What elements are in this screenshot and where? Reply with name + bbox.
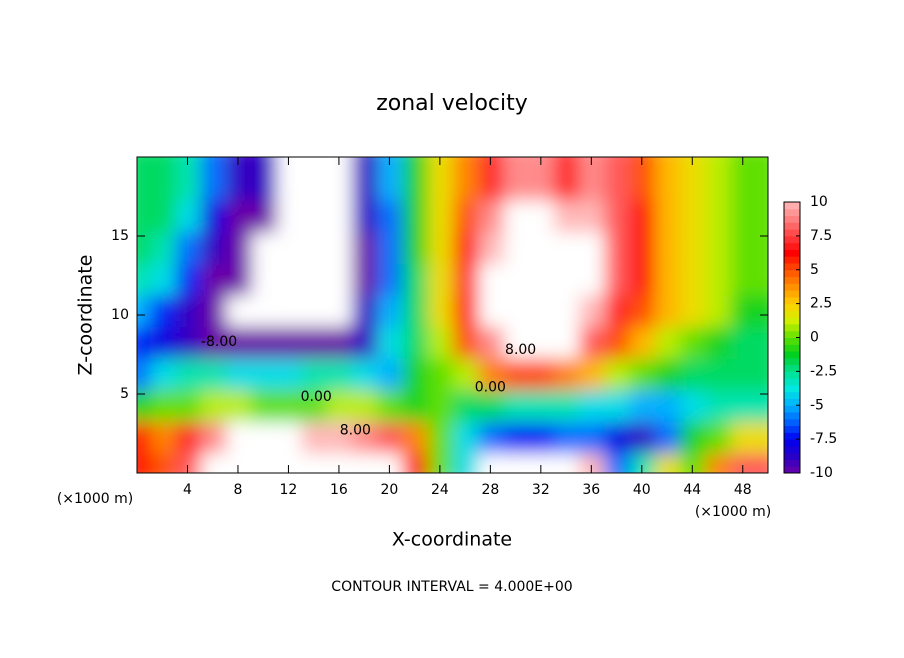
colorbar-segment [784, 371, 800, 379]
colorbar-segment [784, 208, 800, 217]
contour-label: 0.00 [475, 380, 506, 396]
colorbar-segment [784, 249, 800, 257]
colorbar-tick-label: 5 [810, 262, 819, 278]
colorbar-segment [784, 364, 800, 372]
contour-label: 8.00 [340, 422, 371, 438]
x-tick-label: 48 [734, 482, 752, 498]
x-tick-label: 28 [481, 482, 499, 498]
x-tick-label: 24 [431, 482, 449, 498]
colorbar-segment [784, 405, 800, 413]
colorbar-segment [784, 310, 800, 318]
colorbar-segment [784, 235, 800, 244]
colorbar-segment [784, 256, 800, 264]
contour-label: 0.00 [301, 389, 332, 405]
colorbar-segment [784, 330, 800, 338]
colorbar-segment [784, 303, 800, 311]
colorbar-segment [784, 242, 800, 250]
colorbar-segment [784, 222, 800, 230]
x-tick-label: 44 [683, 482, 701, 498]
colorbar-tick-label: -10 [810, 465, 833, 481]
colorbar-segment [784, 378, 800, 386]
colorbar-segment [784, 391, 800, 399]
x-tick-label: 36 [582, 482, 600, 498]
axis-unit: (×1000 m) [695, 504, 771, 520]
colorbar-segment [784, 202, 800, 210]
colorbar-segment [784, 276, 800, 284]
colorbar-segment [784, 398, 800, 406]
x-tick-label: 4 [183, 482, 192, 498]
contour-label: -8.00 [201, 334, 237, 350]
x-tick-label: 40 [633, 482, 651, 498]
chart-title: zonal velocity [376, 91, 528, 116]
colorbar-segment [784, 262, 800, 271]
x-tick-label: 32 [532, 482, 550, 498]
colorbar-segment [784, 459, 800, 467]
field-cell [730, 157, 768, 201]
field [137, 157, 768, 473]
colorbar-segment [784, 215, 800, 223]
y-axis-label: Z-coordinate [75, 255, 97, 376]
colorbar-segment [784, 357, 800, 366]
colorbar-segment [784, 452, 800, 460]
contour-label: 8.00 [505, 342, 536, 358]
colorbar-segment [784, 337, 800, 345]
colorbar-segment [784, 351, 800, 359]
x-tick-label: 16 [330, 482, 348, 498]
colorbar-tick-label: -7.5 [810, 431, 837, 447]
x-tick-label: 20 [380, 482, 398, 498]
colorbar-segment [784, 445, 800, 454]
colorbar-segment [784, 323, 800, 332]
x-tick-label: 8 [233, 482, 242, 498]
colorbar-segment [784, 290, 800, 298]
colorbar-segment [784, 229, 800, 237]
y-tick-label: 5 [120, 386, 129, 402]
colorbar-segment [784, 344, 800, 352]
colorbar-tick-label: 10 [810, 194, 828, 210]
axis-unit: (×1000 m) [57, 491, 133, 507]
colorbar-tick-label: 0 [810, 330, 819, 346]
contour-note: CONTOUR INTERVAL = 4.000E+00 [331, 579, 572, 595]
colorbar-tick-label: -2.5 [810, 363, 837, 379]
field-cells [137, 157, 768, 473]
colorbar-segment [784, 418, 800, 427]
colorbar-tick-label: 2.5 [810, 296, 832, 312]
y-tick-label: 10 [111, 307, 129, 323]
x-tick-label: 12 [280, 482, 298, 498]
colorbar-segment [784, 432, 800, 440]
colorbar-segment [784, 317, 800, 325]
x-axis-label: X-coordinate [392, 529, 512, 551]
colorbar-segment [784, 466, 800, 474]
colorbar-segment [784, 296, 800, 305]
colorbar-segment [784, 269, 800, 278]
colorbar-segment [784, 425, 800, 433]
colorbar-segment [784, 384, 800, 393]
colorbar-tick-label: -5 [810, 397, 824, 413]
y-tick-label: 15 [111, 228, 129, 244]
colorbar-segment [784, 283, 800, 291]
colorbar-segment [784, 439, 800, 447]
colorbar-tick-label: 7.5 [810, 228, 832, 244]
colorbar-segment [784, 412, 800, 420]
